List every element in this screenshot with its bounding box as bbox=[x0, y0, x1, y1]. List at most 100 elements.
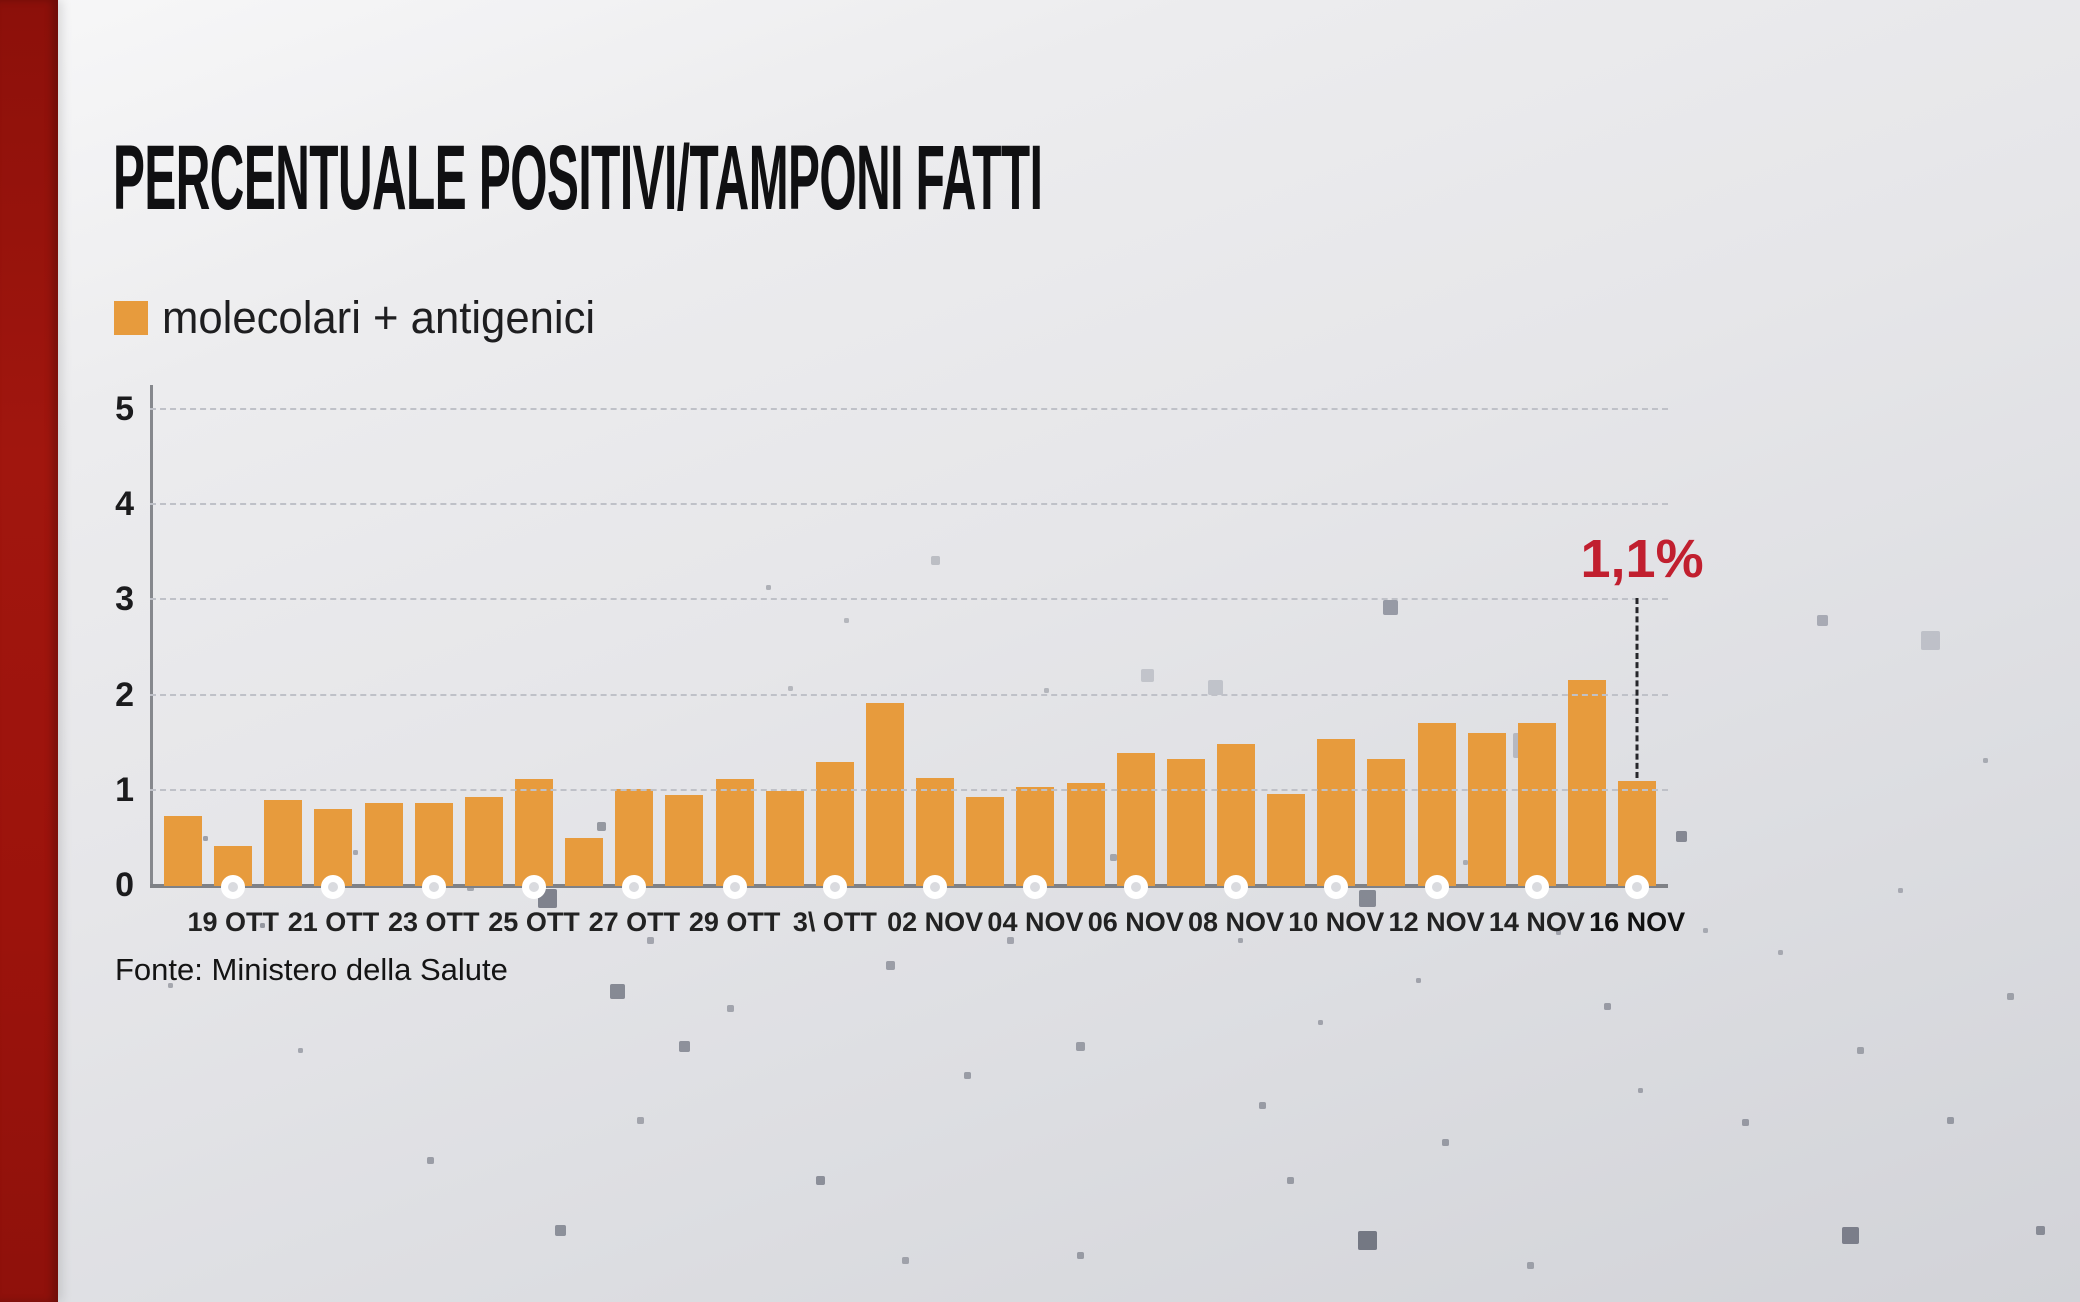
bar-slot: 21 OTT bbox=[288, 385, 379, 937]
bar-20-ott bbox=[264, 800, 303, 886]
bar-24-ott bbox=[464, 796, 503, 886]
bar-slot bbox=[1562, 385, 1612, 886]
y-tick-label-4: 4 bbox=[115, 485, 134, 524]
annotation-dashed-line bbox=[1635, 598, 1639, 778]
x-tick-label: 23 OTT bbox=[388, 907, 480, 937]
gridline-4 bbox=[150, 503, 1668, 506]
x-tick-label: 29 OTT bbox=[688, 907, 781, 937]
bar-slot: 08 NOV bbox=[1188, 385, 1284, 937]
x-tick-label: 25 OTT bbox=[488, 907, 580, 937]
axis-dot bbox=[522, 875, 547, 899]
source-note: Fonte: Ministero della Salute bbox=[115, 952, 508, 987]
gridline-5 bbox=[150, 408, 1668, 410]
bar-slot bbox=[1161, 385, 1211, 886]
y-tick-label-2: 2 bbox=[115, 675, 134, 714]
page-title: PERCENTUALE POSITIVI/TAMPONI FATTI bbox=[113, 127, 1043, 229]
bar-08-nov bbox=[1217, 744, 1256, 886]
bar-18-ott bbox=[164, 815, 203, 886]
bar-slot: 06 NOV bbox=[1088, 385, 1184, 937]
x-tick-label: 08 NOV bbox=[1187, 907, 1285, 937]
bar-13-nov bbox=[1467, 732, 1506, 886]
bar-09-nov bbox=[1267, 793, 1306, 886]
axis-dot bbox=[1123, 875, 1148, 899]
annotation-label: 1,1% bbox=[1580, 529, 1704, 589]
bar-slot: 04 NOV bbox=[987, 385, 1083, 937]
x-tick-label: 21 OTT bbox=[287, 907, 380, 937]
x-tick-label: 16 NOV bbox=[1589, 907, 1686, 937]
bar-21-ott bbox=[314, 808, 353, 886]
y-tick-label-1: 1 bbox=[115, 770, 134, 809]
bar-12-nov bbox=[1417, 723, 1456, 886]
bar-slot: 25 OTT bbox=[488, 385, 580, 937]
x-tick-label: 14 NOV bbox=[1488, 907, 1585, 937]
bar-slot bbox=[459, 385, 509, 886]
legend: molecolari + antigenici bbox=[114, 292, 608, 344]
bar-22-ott bbox=[364, 803, 403, 886]
x-tick-label: 06 NOV bbox=[1087, 907, 1184, 937]
bar-slot bbox=[258, 385, 308, 886]
axis-dot bbox=[321, 875, 346, 899]
axis-dot bbox=[622, 875, 647, 899]
bar-04-nov bbox=[1016, 787, 1055, 886]
bar-31-ott bbox=[815, 762, 854, 886]
y-axis bbox=[150, 385, 153, 886]
bar-03-nov bbox=[966, 796, 1005, 886]
x-tick-label: 04 NOV bbox=[987, 907, 1084, 937]
bar-30-ott bbox=[765, 790, 804, 886]
gridline-1 bbox=[150, 788, 1668, 791]
bar-23-ott bbox=[414, 803, 453, 886]
bar-02-nov bbox=[916, 778, 955, 886]
axis-dot bbox=[1023, 875, 1048, 899]
bar-slot: 27 OTT bbox=[589, 385, 680, 937]
bar-slot bbox=[860, 385, 910, 886]
bar-16-nov bbox=[1618, 781, 1657, 886]
bar-slot: 29 OTT bbox=[689, 385, 780, 937]
bar-slot bbox=[659, 385, 709, 886]
bar-slot: 10 NOV bbox=[1288, 385, 1384, 937]
bar-06-nov bbox=[1116, 752, 1155, 886]
bar-slot bbox=[559, 385, 609, 886]
bar-01-nov bbox=[866, 703, 905, 886]
axis-dot bbox=[1324, 875, 1349, 899]
bar-14-nov bbox=[1517, 723, 1556, 886]
bar-26-ott bbox=[565, 838, 604, 886]
bar-slot bbox=[1462, 385, 1512, 886]
x-tick-label: 10 NOV bbox=[1288, 907, 1385, 937]
x-axis bbox=[150, 884, 1668, 888]
bar-slot: 16 NOV 1,1% bbox=[1581, 385, 1704, 937]
y-tick-label-3: 3 bbox=[115, 580, 134, 619]
legend-swatch bbox=[114, 301, 148, 335]
bar-28-ott bbox=[665, 794, 704, 886]
bar-29-ott bbox=[715, 779, 754, 886]
bar-slot bbox=[760, 385, 810, 886]
axis-dot bbox=[221, 875, 246, 899]
bar-chart: 19 OTT 21 OTT 23 OTT 25 OTT 27 OTT 29 OTT 3\ O… bbox=[115, 385, 1704, 937]
bar-slot: 12 NOV bbox=[1389, 385, 1485, 937]
legend-label: molecolari + antigenici bbox=[162, 292, 596, 343]
axis-dot bbox=[1524, 875, 1549, 899]
bar-slot: 23 OTT bbox=[388, 385, 480, 937]
x-tick-label: 27 OTT bbox=[588, 907, 681, 937]
bar-slot: 14 NOV bbox=[1489, 385, 1585, 937]
bar-slot bbox=[1361, 385, 1411, 886]
x-tick-label: 3\ OTT bbox=[792, 907, 877, 937]
bar-25-ott bbox=[515, 779, 554, 886]
axis-dot bbox=[1224, 875, 1249, 899]
red-side-stripe bbox=[0, 0, 58, 1302]
bar-slot bbox=[359, 385, 409, 886]
axis-dot bbox=[923, 875, 948, 899]
bar-slot: 3\ OTT bbox=[793, 385, 877, 937]
axis-dot bbox=[1625, 875, 1650, 899]
bars-row: 19 OTT 21 OTT 23 OTT 25 OTT 27 OTT 29 OTT 3\ O… bbox=[158, 385, 1704, 937]
gridline-2 bbox=[150, 693, 1668, 696]
bar-07-nov bbox=[1166, 759, 1205, 886]
y-tick-label-0: 0 bbox=[115, 866, 134, 904]
x-tick-label: 02 NOV bbox=[887, 907, 984, 937]
bar-27-ott bbox=[615, 788, 654, 886]
axis-dot bbox=[722, 875, 747, 899]
axis-dot bbox=[1424, 875, 1449, 899]
axis-dot bbox=[421, 875, 446, 899]
gridline-3 bbox=[150, 598, 1668, 601]
bar-slot bbox=[1061, 385, 1111, 886]
